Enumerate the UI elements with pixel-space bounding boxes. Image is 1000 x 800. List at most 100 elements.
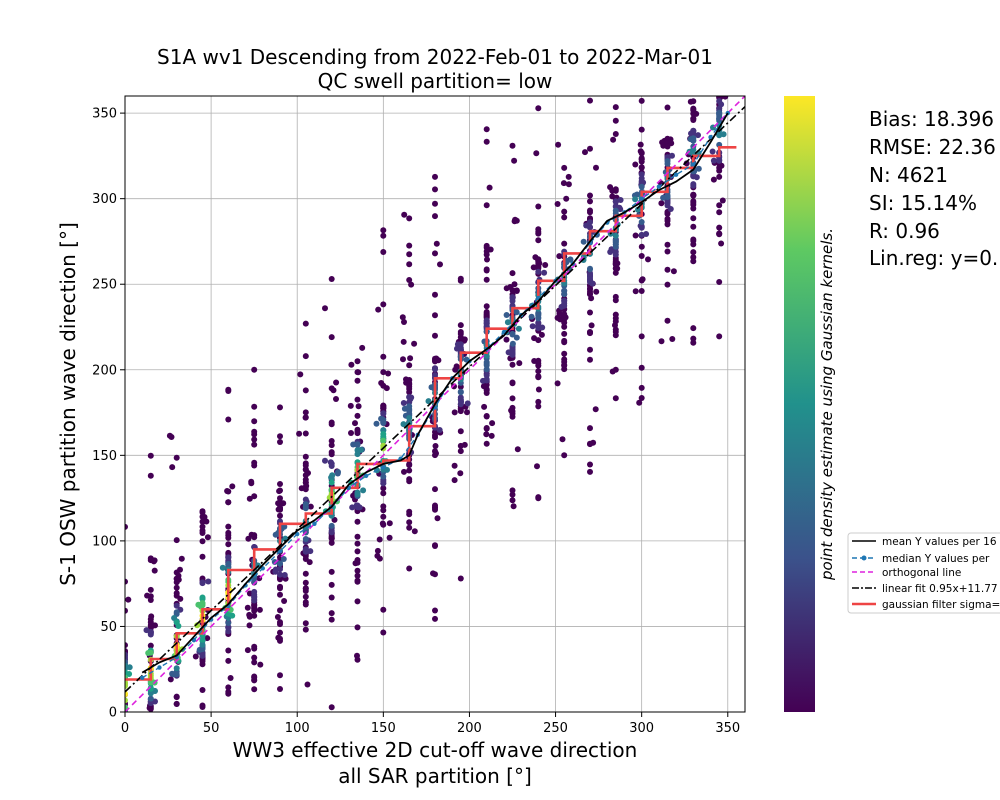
scatter-point xyxy=(406,524,413,531)
colorbar-label: point density estimate using Gaussian ke… xyxy=(818,228,836,581)
scatter-point xyxy=(328,385,335,392)
chart-title-line1: S1A wv1 Descending from 2022-Feb-01 to 2… xyxy=(157,45,713,69)
scatter-point xyxy=(177,595,184,602)
scatter-point xyxy=(535,230,542,237)
mean-line xyxy=(141,112,729,674)
scatter-point xyxy=(348,361,355,368)
scatter-point xyxy=(277,560,283,567)
scatter-point xyxy=(457,448,464,455)
legend-label-orthogonal: orthogonal line xyxy=(882,567,961,579)
scatter-point xyxy=(432,213,438,220)
scatter-point xyxy=(225,388,232,394)
scatter-point xyxy=(380,369,387,376)
scatter-point xyxy=(554,201,561,207)
scatter-point xyxy=(638,253,645,259)
scatter-point xyxy=(488,432,495,439)
scatter-point xyxy=(643,231,650,237)
scatter-point xyxy=(513,334,520,341)
scatter-point xyxy=(199,518,206,525)
scatter-point xyxy=(535,203,542,210)
stat-si: SI: 15.14% xyxy=(869,191,977,215)
scatter-point xyxy=(147,684,154,691)
scatter-point xyxy=(509,491,516,498)
y-tick-label: 50 xyxy=(100,620,117,635)
scatter-point xyxy=(147,695,154,702)
scatter-point xyxy=(556,253,563,260)
scatter-point xyxy=(632,161,639,168)
scatter-point xyxy=(612,117,619,124)
scatter-point xyxy=(251,493,258,500)
scatter-point xyxy=(169,464,176,471)
scatter-point xyxy=(378,380,385,386)
scatter-point xyxy=(503,312,510,318)
scatter-point xyxy=(406,478,413,485)
scatter-point xyxy=(406,415,413,421)
scatter-point xyxy=(359,344,366,351)
scatter-point xyxy=(587,468,593,475)
scatter-point xyxy=(503,336,510,343)
scatter-point xyxy=(516,360,523,367)
scatter-point xyxy=(328,463,335,469)
scatter-point xyxy=(632,288,639,295)
scatter-point xyxy=(486,184,493,191)
scatter-point xyxy=(612,395,619,402)
scatter-point xyxy=(125,578,128,585)
y-tick-label: 0 xyxy=(109,706,117,721)
scatter-point xyxy=(535,310,542,316)
scatter-point xyxy=(432,332,438,339)
scatter-point xyxy=(612,318,619,325)
y-tick-label: 100 xyxy=(92,534,117,549)
scatter-point xyxy=(690,249,697,256)
scatter-point xyxy=(302,570,309,577)
scatter-point xyxy=(354,559,361,566)
median-point xyxy=(673,172,679,177)
scatter-point xyxy=(406,508,413,515)
scatter-point xyxy=(638,150,645,157)
scatter-point xyxy=(509,330,516,337)
scatter-point xyxy=(219,564,226,571)
scatter-point xyxy=(380,507,387,514)
scatter-point xyxy=(328,419,335,426)
scatter-point xyxy=(690,325,697,332)
scatter-point xyxy=(535,319,542,326)
scatter-point xyxy=(638,333,645,340)
scatter-point xyxy=(690,130,697,137)
scatter-point xyxy=(349,504,356,511)
plot-frame xyxy=(124,95,746,713)
scatter-point xyxy=(560,180,567,187)
scatter-point xyxy=(296,430,303,437)
scatter-point xyxy=(199,523,206,530)
scatter-point xyxy=(328,594,335,601)
scatter-point xyxy=(612,232,619,239)
scatter-point xyxy=(375,306,382,313)
scatter-point xyxy=(484,256,490,263)
scatter-point xyxy=(251,459,258,466)
scatter-point xyxy=(483,276,490,283)
scatter-point xyxy=(173,701,180,707)
scatter-point xyxy=(580,238,587,245)
scatter-point xyxy=(612,187,619,194)
scatter-point xyxy=(612,256,619,263)
scatter-point xyxy=(251,659,258,666)
scatter-point xyxy=(638,288,645,294)
scatter-point xyxy=(610,136,617,143)
scatter-point xyxy=(432,291,438,298)
scatter-point xyxy=(376,555,383,562)
scatter-point xyxy=(173,590,180,597)
scatter-point xyxy=(716,230,723,237)
scatter-point xyxy=(535,268,542,275)
scatter-point xyxy=(555,141,562,148)
scatter-point xyxy=(690,137,697,144)
scatter-point xyxy=(348,430,354,436)
scatter-point xyxy=(451,462,458,469)
scatter-point xyxy=(565,181,572,188)
scatter-point xyxy=(354,358,361,365)
scatter-point xyxy=(227,675,234,681)
scatter-point xyxy=(380,232,387,239)
scatter-point xyxy=(334,470,341,477)
scatter-point xyxy=(328,616,335,623)
scatter-point xyxy=(244,604,251,611)
scatter-point xyxy=(612,297,619,304)
scatter-point xyxy=(400,338,407,345)
scatter-point xyxy=(400,400,407,406)
